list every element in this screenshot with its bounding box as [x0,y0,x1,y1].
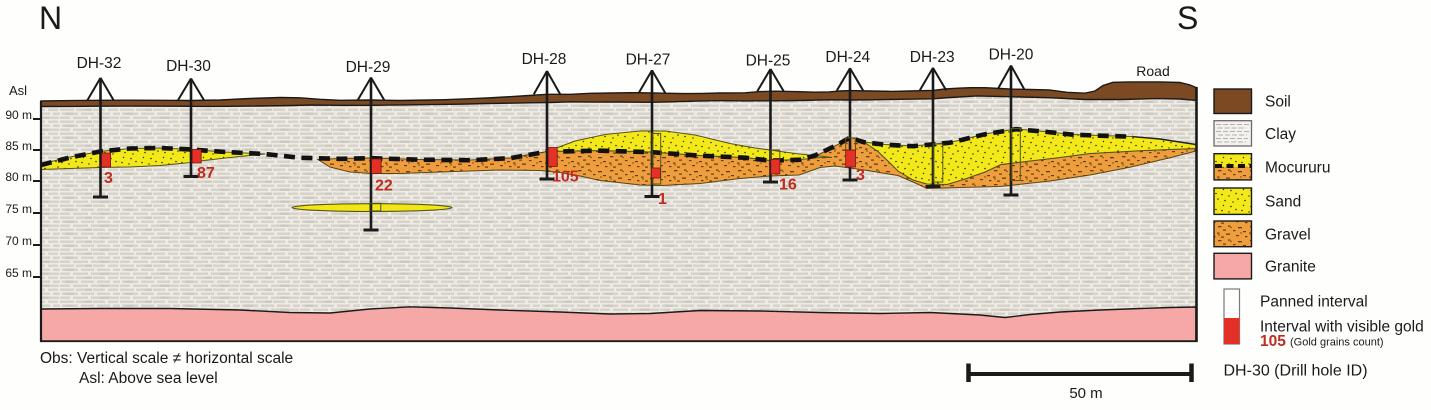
svg-text:S: S [1177,0,1198,36]
svg-text:105: 105 [1260,333,1286,350]
svg-text:DH-32: DH-32 [77,55,122,72]
svg-text:Sand: Sand [1265,194,1301,211]
svg-text:3: 3 [856,167,865,184]
svg-text:DH-28: DH-28 [522,51,567,68]
svg-text:80 m: 80 m [5,170,32,184]
svg-text:DH-25: DH-25 [746,53,791,70]
svg-text:DH-27: DH-27 [626,52,671,69]
svg-text:N: N [39,0,62,36]
svg-text:87: 87 [197,165,215,182]
svg-text:Gravel: Gravel [1265,227,1311,244]
svg-text:Clay: Clay [1265,126,1296,143]
svg-text:65 m: 65 m [5,266,32,280]
svg-text:DH-30 (Drill hole ID): DH-30 (Drill hole ID) [1224,363,1368,380]
svg-text:85 m: 85 m [5,139,32,153]
svg-text:DH-23: DH-23 [910,49,955,66]
svg-text:DH-29: DH-29 [346,59,391,76]
svg-text:Soil: Soil [1265,94,1291,111]
svg-text:70 m: 70 m [5,234,32,248]
svg-text:105: 105 [552,169,579,186]
svg-text:(Gold grains count): (Gold grains count) [1290,337,1384,349]
svg-text:75 m: 75 m [5,202,32,216]
svg-text:22: 22 [375,178,393,195]
svg-text:Obs: Vertical scale ≠ horizont: Obs: Vertical scale ≠ horizontal scale [40,350,293,367]
svg-text:90 m: 90 m [5,108,32,122]
svg-text:Mocururu: Mocururu [1265,160,1330,177]
svg-text:DH-24: DH-24 [825,49,870,66]
svg-text:16: 16 [779,177,797,194]
svg-text:Road: Road [1136,63,1169,79]
svg-text:Panned interval: Panned interval [1260,294,1368,311]
svg-text:50 m: 50 m [1069,385,1102,402]
svg-text:Granite: Granite [1265,259,1316,276]
svg-text:DH-20: DH-20 [989,47,1034,64]
svg-text:Interval with visible gold: Interval with visible gold [1260,319,1424,336]
svg-text:DH-30: DH-30 [166,58,211,75]
svg-text:Asl: Asl [9,83,27,98]
svg-text:Asl: Above sea level: Asl: Above sea level [79,370,218,387]
svg-text:3: 3 [104,170,113,187]
svg-text:1: 1 [658,191,667,208]
